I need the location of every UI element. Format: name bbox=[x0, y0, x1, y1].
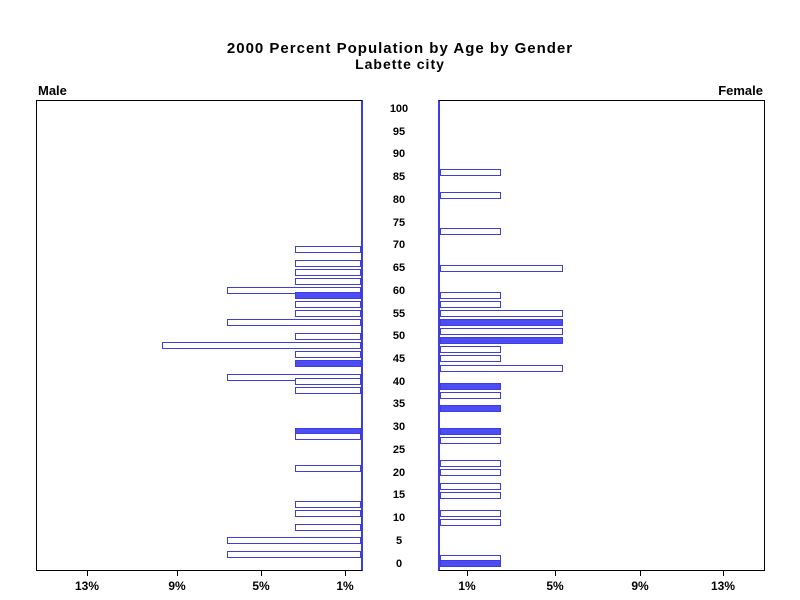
female-panel-label: Female bbox=[718, 83, 763, 98]
female-age-57-bar bbox=[440, 301, 501, 308]
male-age-53-bar bbox=[227, 319, 361, 326]
right-pct-tick bbox=[467, 571, 468, 576]
female-age-49-bar bbox=[440, 337, 563, 344]
female-age-29-bar bbox=[440, 428, 501, 435]
male-panel-label: Male bbox=[38, 83, 67, 98]
female-age-73-bar bbox=[440, 228, 501, 235]
female-age-45-bar bbox=[440, 355, 501, 362]
male-age-2-bar bbox=[227, 551, 361, 558]
male-age-50-bar bbox=[295, 333, 361, 340]
age-tick-label-100: 100 bbox=[389, 103, 409, 115]
age-tick-label-70: 70 bbox=[392, 239, 406, 251]
male-age-64-bar bbox=[295, 269, 361, 276]
left-pct-tick-label-5%: 5% bbox=[252, 579, 270, 593]
chart-title: 2000 Percent Population by Age by Gender bbox=[226, 40, 574, 57]
left-pct-tick bbox=[177, 571, 178, 576]
right-pct-tick-label-13%: 13% bbox=[710, 579, 736, 593]
male-age-13-bar bbox=[295, 501, 361, 508]
age-tick-label-0: 0 bbox=[395, 558, 403, 570]
female-age-27-bar bbox=[440, 437, 501, 444]
left-pct-tick bbox=[87, 571, 88, 576]
male-age-55-bar bbox=[295, 310, 361, 317]
male-age-5-bar bbox=[227, 537, 361, 544]
female-age-53-bar bbox=[440, 319, 563, 326]
age-tick-label-65: 65 bbox=[392, 262, 406, 274]
age-tick-label-45: 45 bbox=[392, 353, 406, 365]
female-age-34-bar bbox=[440, 405, 501, 412]
female-age-47-bar bbox=[440, 346, 501, 353]
age-tick-label-80: 80 bbox=[392, 194, 406, 206]
female-age-65-bar bbox=[440, 265, 563, 272]
female-age-81-bar bbox=[440, 192, 501, 199]
male-age-59-bar bbox=[295, 292, 361, 299]
age-tick-label-20: 20 bbox=[392, 467, 406, 479]
male-age-28-bar bbox=[295, 433, 361, 440]
age-tick-label-50: 50 bbox=[392, 330, 406, 342]
left-pct-tick-label-13%: 13% bbox=[74, 579, 100, 593]
age-tick-label-35: 35 bbox=[392, 398, 406, 410]
age-tick-label-30: 30 bbox=[392, 421, 406, 433]
right-pct-tick-label-9%: 9% bbox=[631, 579, 649, 593]
age-tick-label-90: 90 bbox=[392, 148, 406, 160]
age-tick-label-15: 15 bbox=[392, 489, 406, 501]
female-age-55-bar bbox=[440, 310, 563, 317]
age-tick-label-75: 75 bbox=[392, 217, 406, 229]
female-age-43-bar bbox=[440, 365, 563, 372]
female-age-22-bar bbox=[440, 460, 501, 467]
male-age-21-bar bbox=[295, 465, 361, 472]
female-age-86-bar bbox=[440, 169, 501, 176]
female-age-20-bar bbox=[440, 469, 501, 476]
male-age-11-bar bbox=[295, 510, 361, 517]
male-age-8-bar bbox=[295, 524, 361, 531]
male-age-57-bar bbox=[295, 301, 361, 308]
male-plot-area bbox=[36, 100, 363, 571]
female-age-9-bar bbox=[440, 519, 501, 526]
male-age-46-bar bbox=[295, 351, 361, 358]
age-tick-label-10: 10 bbox=[392, 512, 406, 524]
male-age-48-bar bbox=[162, 342, 361, 349]
chart-subtitle: Labette city bbox=[355, 56, 445, 72]
left-pct-tick-label-9%: 9% bbox=[168, 579, 186, 593]
male-age-40-bar bbox=[295, 378, 361, 385]
male-age-44-bar bbox=[295, 360, 361, 367]
right-pct-tick bbox=[555, 571, 556, 576]
female-age-51-bar bbox=[440, 328, 563, 335]
left-pct-tick bbox=[261, 571, 262, 576]
male-age-69-bar bbox=[295, 246, 361, 253]
female-plot-area bbox=[438, 100, 765, 571]
female-age-37-bar bbox=[440, 392, 501, 399]
female-age-39-bar bbox=[440, 383, 501, 390]
female-age-59-bar bbox=[440, 292, 501, 299]
age-tick-label-40: 40 bbox=[392, 376, 406, 388]
age-tick-label-25: 25 bbox=[392, 444, 406, 456]
age-tick-label-60: 60 bbox=[392, 285, 406, 297]
male-age-60-bar bbox=[227, 287, 361, 294]
age-tick-label-5: 5 bbox=[395, 535, 403, 547]
age-tick-label-55: 55 bbox=[392, 308, 406, 320]
left-pct-tick-label-1%: 1% bbox=[336, 579, 354, 593]
female-age-11-bar bbox=[440, 510, 501, 517]
male-age-62-bar bbox=[295, 278, 361, 285]
right-pct-tick bbox=[723, 571, 724, 576]
female-age-0-bar bbox=[440, 560, 501, 567]
age-tick-label-85: 85 bbox=[392, 171, 406, 183]
left-pct-tick bbox=[345, 571, 346, 576]
male-age-38-bar bbox=[295, 387, 361, 394]
male-age-41-bar bbox=[227, 374, 361, 381]
right-pct-tick-label-1%: 1% bbox=[458, 579, 476, 593]
age-tick-label-95: 95 bbox=[392, 126, 406, 138]
female-age-17-bar bbox=[440, 483, 501, 490]
male-age-66-bar bbox=[295, 260, 361, 267]
right-pct-tick bbox=[640, 571, 641, 576]
right-pct-tick-label-5%: 5% bbox=[546, 579, 564, 593]
female-age-15-bar bbox=[440, 492, 501, 499]
